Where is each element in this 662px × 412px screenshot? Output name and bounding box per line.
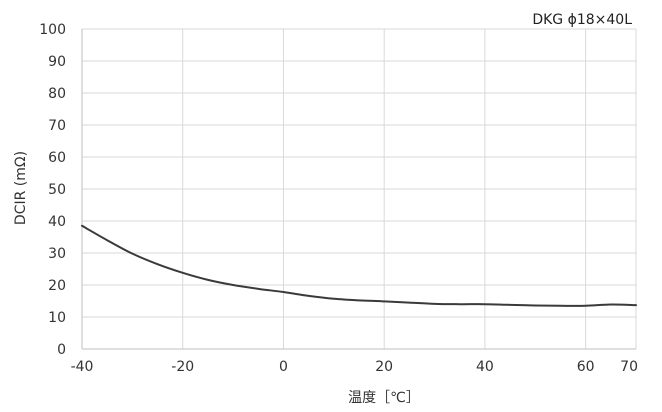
x-axis-label: 温度［℃］ xyxy=(348,390,420,406)
y-tick-label: 50 xyxy=(48,182,66,198)
chart-title: DKG ϕ18×40L xyxy=(532,12,632,28)
x-tick-label: 20 xyxy=(375,359,393,375)
y-tick-label: 100 xyxy=(39,22,66,38)
y-tick-label: 40 xyxy=(48,214,66,230)
y-tick-labels: 0 10 20 30 40 50 60 70 80 90 100 xyxy=(39,22,66,358)
y-tick-label: 20 xyxy=(48,278,66,294)
y-tick-label: 90 xyxy=(48,54,66,70)
y-axis-label: DCIR (mΩ) xyxy=(13,151,29,225)
x-tick-label: -20 xyxy=(171,359,194,375)
y-tick-label: 0 xyxy=(57,342,66,358)
y-tick-label: 70 xyxy=(48,118,66,134)
dcir-series-line xyxy=(81,224,637,307)
x-tick-label: -40 xyxy=(71,359,94,375)
x-tick-label: 0 xyxy=(279,359,288,375)
x-tick-label: 40 xyxy=(476,359,494,375)
grid-lines xyxy=(82,28,637,349)
y-tick-label: 10 xyxy=(48,310,66,326)
x-tick-labels: -40 -20 0 20 40 60 70 xyxy=(71,359,638,375)
y-tick-label: 30 xyxy=(48,246,66,262)
series-layer xyxy=(81,224,637,307)
y-tick-label: 80 xyxy=(48,86,66,102)
axes xyxy=(81,29,636,350)
x-tick-label: 60 xyxy=(577,359,595,375)
y-tick-label: 60 xyxy=(48,150,66,166)
x-tick-label: 70 xyxy=(620,359,638,375)
